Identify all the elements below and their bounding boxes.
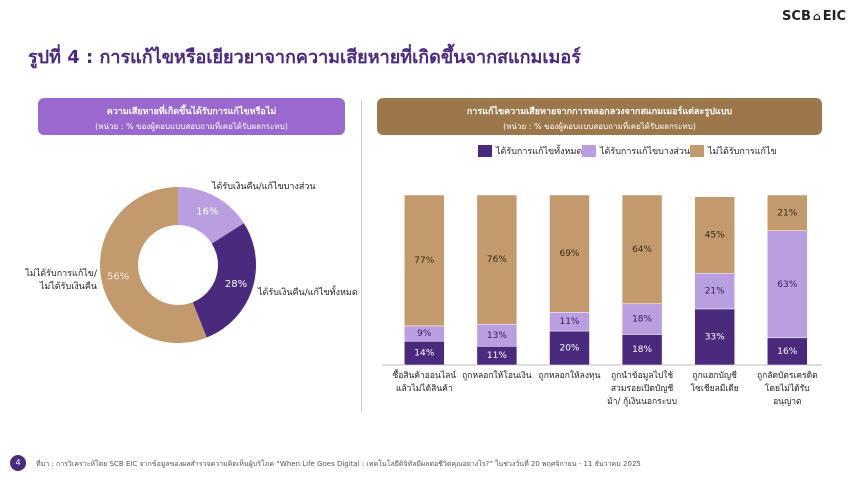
divider: [361, 100, 362, 412]
bar-segment: [549, 330, 590, 366]
footnote: ที่มา : การวิเคราะห์โดย SCB EIC จากข้อมู…: [36, 460, 641, 468]
value-label: 16%: [196, 207, 218, 218]
x-tick-label: ถูกแฮกบัญชี โซเชียลมีเดีย: [690, 371, 739, 394]
category-label: ไม่ได้รับการแก้ไข/ ไม่ได้รับเงินคืน: [25, 269, 97, 292]
value-label: 21%: [705, 287, 725, 297]
logo-left: SCB: [782, 9, 811, 24]
bar-segment: [767, 337, 808, 366]
value-label: 13%: [487, 331, 507, 341]
bar-segment: [476, 194, 518, 325]
value-label: 56%: [107, 271, 129, 282]
chart-subtitle: (หน่วย : % ของผู้ตอบแบบสอบถามที่เคยได้รั…: [95, 122, 288, 131]
bar-segment: [767, 194, 808, 231]
value-label: 14%: [414, 349, 434, 359]
left-header: ความเสียหายที่เกิดขึ้นได้รับการแก้ไขหรือ…: [38, 98, 345, 135]
legend-label: ไม่ได้รับการแก้ไข: [707, 146, 777, 157]
value-label: 28%: [225, 279, 247, 290]
bar-segment: [621, 194, 663, 305]
value-label: 33%: [705, 332, 725, 342]
legend-swatch: [690, 145, 704, 157]
logo-right: EIC: [822, 9, 846, 24]
x-tick-label: ถูกหลอกให้ลงทุน: [538, 371, 601, 381]
logo-icon: ⌂: [812, 10, 821, 23]
legend-swatch: [582, 145, 596, 157]
chart-title: ความเสียหายที่เกิดขึ้นได้รับการแก้ไขหรือ…: [106, 107, 277, 117]
value-label: 63%: [777, 280, 797, 290]
bar-segment: [694, 308, 735, 366]
category-label: ได้รับเงินคืน/แก้ไขบางส่วน: [212, 182, 316, 192]
slide-title: รูปที่ 4 : การแก้ไขหรือเยียวยาจากความเสี…: [28, 47, 581, 68]
category-label: ได้รับเงินคืน/แก้ไขทั้งหมด: [258, 288, 358, 298]
value-label: 45%: [705, 230, 725, 240]
legend-label: ได้รับการแก้ไขทั้งหมด: [495, 144, 582, 157]
x-tick-label: ซื้อสินค้าออนไลน์ แล้วไม่ได้สินค้า: [392, 371, 457, 394]
x-tick-label: ถูกลัดบัตรเครดิต โดยไม่ได้รับ อนุญาต: [756, 371, 818, 407]
chart-subtitle: (หน่วย : % ของผู้ตอบแบบสอบถามที่เคยได้รั…: [503, 122, 696, 131]
bar-segment: [694, 272, 735, 310]
value-label: 21%: [777, 208, 797, 218]
value-label: 11%: [559, 317, 579, 327]
value-label: 20%: [559, 344, 579, 354]
logo: SCB ⌂ EIC: [782, 9, 846, 24]
value-label: 11%: [487, 351, 507, 361]
bar-segment: [621, 334, 663, 366]
value-label: 77%: [414, 256, 434, 266]
x-tick-label: ถูกหลอกให้โอนเงิน: [462, 371, 532, 381]
bar-segment: [549, 194, 590, 313]
bar-segment: [404, 194, 445, 327]
page-number: 4: [10, 455, 26, 471]
pie-slice: [178, 187, 244, 244]
value-label: 69%: [559, 249, 579, 259]
legend-label: ได้รับการแก้ไขบางส่วน: [599, 146, 690, 157]
value-label: 18%: [632, 345, 652, 355]
value-label: 76%: [487, 255, 507, 265]
bar-segment: [621, 303, 663, 335]
chart-title: การแก้ไขความเสียหายจากการหลอกลวงจากสแกมเ…: [466, 107, 733, 117]
value-label: 16%: [777, 347, 797, 357]
x-tick-label: ถูกนำข้อมูลไปใช้ สวมรอยเปิดบัญชี ม้า/ กู…: [607, 371, 678, 407]
pie-slice: [192, 223, 257, 338]
value-label: 18%: [632, 315, 652, 325]
value-label: 9%: [417, 329, 432, 339]
bar-segment: [694, 196, 735, 274]
right-header: การแก้ไขความเสียหายจากการหลอกลวงจากสแกมเ…: [377, 98, 822, 135]
value-label: 64%: [632, 245, 652, 255]
pie-slice: [100, 187, 207, 344]
legend-swatch: [478, 145, 492, 157]
